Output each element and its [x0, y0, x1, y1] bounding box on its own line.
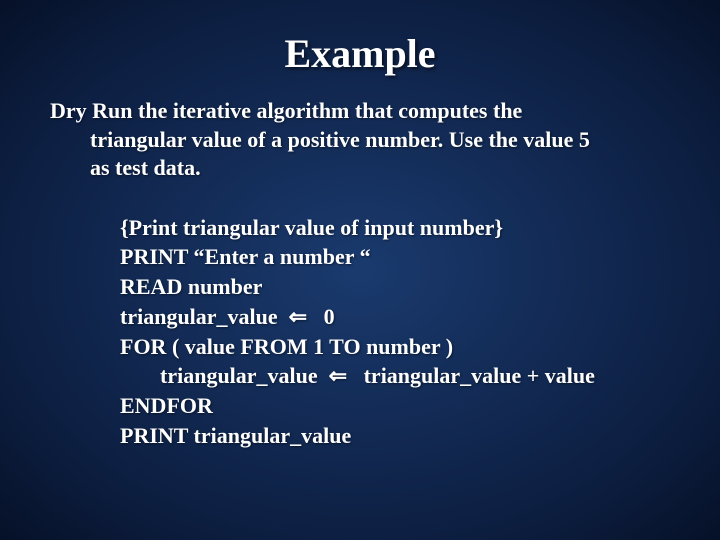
description-line-1: Dry Run the iterative algorithm that com…	[50, 97, 670, 126]
slide-title: Example	[50, 30, 670, 77]
code-line-6: triangular_value ⇐ triangular_value + va…	[120, 361, 670, 391]
code-line-2: PRINT “Enter a number “	[120, 242, 670, 272]
slide-container: Example Dry Run the iterative algorithm …	[0, 0, 720, 540]
pseudocode-block: {Print triangular value of input number}…	[120, 213, 670, 451]
slide-description: Dry Run the iterative algorithm that com…	[50, 97, 670, 183]
code-line-3: READ number	[120, 272, 670, 302]
code-line-7: ENDFOR	[120, 391, 670, 421]
code-line-8: PRINT triangular_value	[120, 421, 670, 451]
code-line-5: FOR ( value FROM 1 TO number )	[120, 332, 670, 362]
description-line-3: as test data.	[90, 154, 670, 183]
code-line-4: triangular_value ⇐ 0	[120, 302, 670, 332]
code-line-1: {Print triangular value of input number}	[120, 213, 670, 243]
description-line-2: triangular value of a positive number. U…	[90, 126, 670, 155]
